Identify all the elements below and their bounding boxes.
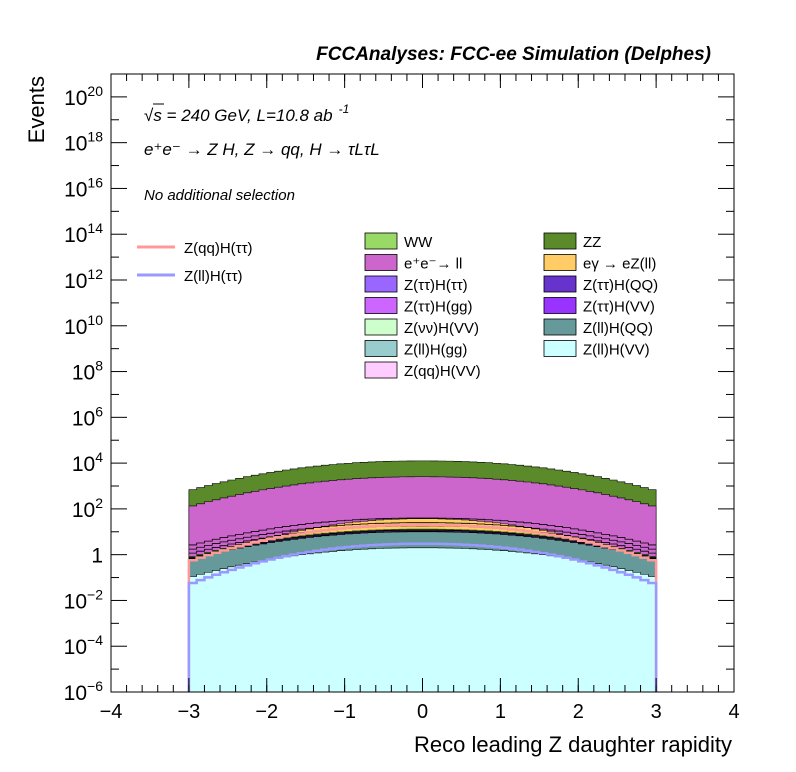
legend-label: Z(ττ)H(QQ) — [583, 277, 658, 294]
y-tick-label: 1012 — [64, 266, 103, 293]
legend-swatch — [364, 340, 398, 357]
legend-swatch — [543, 232, 577, 250]
y-tick-base: 10 — [64, 133, 87, 156]
process-label: e⁺e⁻ → Z H, Z → qq, H → τLτL — [144, 140, 380, 159]
stack-level-line — [188, 517, 657, 546]
legend-label: Z(ll)H(gg) — [404, 342, 467, 359]
y-tick-label: 1014 — [64, 220, 103, 247]
y-tick-exp: 18 — [87, 129, 103, 145]
legend-label: WW — [404, 234, 433, 251]
signal-line — [187, 523, 658, 692]
y-tick-base: 10 — [64, 224, 87, 247]
x-tick-label: 3 — [651, 701, 662, 723]
y-tick-exp: −2 — [87, 586, 103, 602]
y-tick-base: 10 — [64, 682, 87, 705]
y-tick-base: 10 — [72, 499, 95, 522]
x-tick-label: −4 — [100, 701, 123, 723]
legend-label: ZZ — [583, 234, 601, 251]
y-tick-label: 102 — [72, 495, 103, 522]
y-tick-label: 10−2 — [64, 586, 104, 613]
legend-label: e⁺e⁻→ ll — [404, 256, 462, 273]
x-axis-label: Reco leading Z daughter rapidity — [414, 732, 732, 757]
legend-swatch — [364, 275, 398, 293]
y-tick-label: 1010 — [64, 312, 103, 339]
selection-label: No additional selection — [144, 187, 295, 204]
legend-swatch — [543, 297, 577, 314]
axis-layer: −4 −3 −2 −1 0 1 2 3 410−610−410−2110210410610810… — [64, 73, 740, 723]
y-tick-base: 10 — [64, 270, 87, 293]
y-tick-base: 10 — [64, 590, 87, 613]
y-tick-exp: 4 — [95, 449, 103, 465]
y-tick-base: 10 — [64, 316, 87, 339]
y-tick-base: 10 — [64, 636, 87, 659]
legend-swatch — [543, 275, 577, 293]
stack-layer — [188, 460, 657, 693]
y-tick-base: 10 — [72, 407, 95, 430]
legend-label: Z(ττ)H(ττ) — [404, 277, 468, 294]
legend-swatch — [364, 254, 398, 271]
y-tick-exp: 6 — [95, 403, 103, 419]
legend-swatch — [543, 340, 577, 357]
x-tick-label: −1 — [333, 701, 356, 723]
y-tick-exp: 12 — [87, 266, 103, 282]
y-tick-label: 104 — [72, 449, 103, 476]
y-tick-label: 1020 — [64, 83, 103, 110]
chart-title: FCCAnalyses: FCC-ee Simulation (Delphes) — [316, 44, 711, 65]
legend-swatch — [364, 318, 398, 336]
y-tick-exp: 16 — [87, 174, 103, 190]
energy-label: √s = 240 GeV, L=10.8 ab -1 — [144, 102, 349, 125]
y-axis-label: Events — [24, 76, 49, 143]
x-tick-label: −3 — [177, 701, 200, 723]
y-tick-label: 1016 — [64, 174, 103, 201]
legend-label: Z(νν)H(VV) — [404, 320, 479, 337]
y-tick-exp: 14 — [87, 220, 103, 236]
legend-label: Z(ll)H(QQ) — [583, 320, 653, 337]
y-tick-exp: −4 — [87, 632, 103, 648]
legend-label: Z(ττ)H(VV) — [583, 299, 655, 316]
legend-signal-label: Z(qq)H(ττ) — [184, 240, 253, 257]
y-tick-exp: −6 — [87, 678, 103, 694]
x-tick-label: 4 — [728, 701, 739, 723]
legend-label: Z(qq)H(VV) — [404, 363, 481, 380]
signal-line — [187, 542, 658, 692]
legend-swatch — [543, 318, 577, 336]
legend-swatch — [364, 232, 398, 250]
signal-layer — [187, 523, 658, 692]
legend-swatch — [364, 361, 398, 379]
legend: Z(qq)H(ττ) Z(ll)H(ττ) WW e⁺e⁻→ ll Z(ττ)H(ττ)… — [137, 232, 658, 380]
y-tick-label: 10−6 — [64, 678, 104, 705]
stack-level-line — [188, 522, 657, 550]
x-tick-label: −2 — [255, 701, 278, 723]
y-tick-label: 108 — [72, 358, 103, 385]
y-tick-label: 1 — [91, 545, 103, 568]
x-tick-label: 1 — [495, 701, 506, 723]
y-tick-label: 1018 — [64, 129, 103, 156]
y-tick-exp: 2 — [95, 495, 103, 511]
y-tick-exp: 8 — [95, 358, 103, 374]
legend-label: Z(ττ)H(gg) — [404, 299, 473, 316]
energy-text: √s = 240 GeV, L=10.8 ab — [144, 106, 333, 125]
legend-signal-label: Z(ll)H(ττ) — [184, 268, 243, 285]
x-tick-label: 2 — [573, 701, 584, 723]
legend-label: eγ → eZ(ll) — [583, 256, 656, 273]
legend-swatch — [543, 254, 577, 271]
y-tick-exp: 10 — [87, 312, 103, 328]
legend-swatch — [364, 297, 398, 314]
energy-exponent: -1 — [339, 102, 350, 116]
y-tick-label: 106 — [72, 403, 103, 430]
stack-component — [188, 547, 657, 693]
x-tick-label: 0 — [417, 701, 428, 723]
y-tick-base: 10 — [72, 362, 95, 385]
legend-label: Z(ll)H(VV) — [583, 342, 650, 359]
y-tick-base: 10 — [72, 453, 95, 476]
y-tick-label: 10−4 — [64, 632, 104, 659]
y-tick-base: 10 — [64, 87, 87, 110]
y-tick-exp: 20 — [87, 83, 103, 99]
annotations: √s = 240 GeV, L=10.8 ab -1 e⁺e⁻ → Z H, Z … — [144, 102, 380, 204]
y-tick-base: 10 — [64, 178, 87, 201]
